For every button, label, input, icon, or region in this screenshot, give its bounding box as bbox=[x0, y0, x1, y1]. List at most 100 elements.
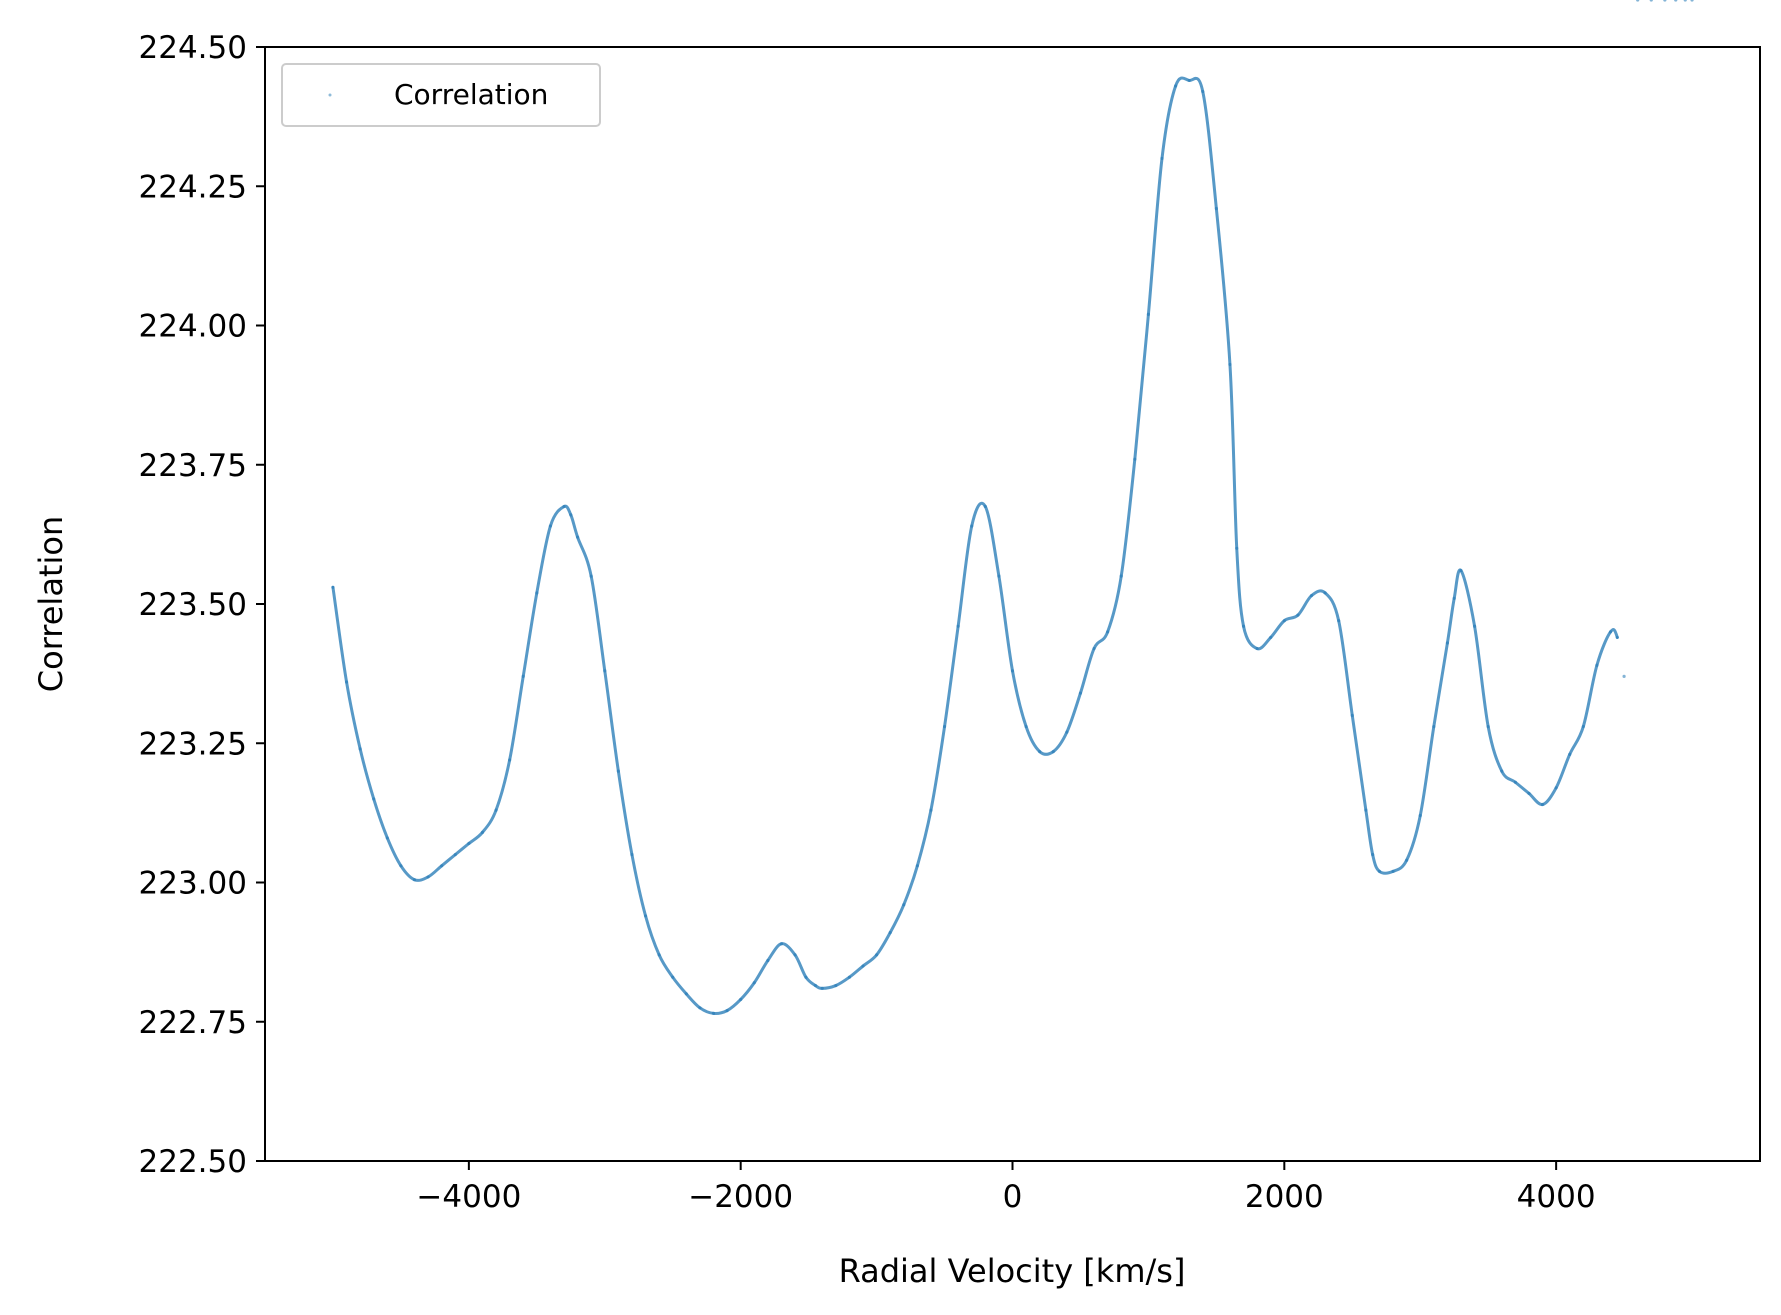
correlation-data-point bbox=[1486, 724, 1490, 729]
y-tick-label: 222.50 bbox=[139, 1144, 247, 1180]
legend-marker bbox=[328, 93, 332, 97]
correlation-data-point bbox=[1500, 769, 1504, 773]
correlation-data-point bbox=[1337, 619, 1341, 623]
correlation-data-point bbox=[1636, 0, 1640, 2]
correlation-data-point bbox=[521, 674, 525, 679]
correlation-data-point bbox=[372, 797, 376, 801]
correlation-data-point bbox=[1452, 596, 1456, 601]
correlation-data-point bbox=[1065, 730, 1069, 734]
x-axis-label: Radial Velocity [km/s] bbox=[839, 1252, 1186, 1290]
correlation-data-point bbox=[1228, 362, 1232, 367]
correlation-data-point bbox=[643, 914, 648, 918]
legend-label: Correlation bbox=[394, 78, 548, 111]
correlation-data-point bbox=[915, 864, 919, 868]
correlation-data-point bbox=[603, 669, 607, 673]
correlation-data-point bbox=[1622, 674, 1626, 679]
correlation-data-point bbox=[1146, 312, 1151, 316]
correlation-data-point bbox=[1201, 89, 1205, 94]
correlation-data-point bbox=[1235, 546, 1239, 550]
correlation-data-point bbox=[752, 981, 756, 985]
correlation-data-point bbox=[331, 585, 335, 589]
correlation-data-point bbox=[1418, 814, 1422, 818]
correlation-data-point bbox=[1323, 591, 1327, 595]
correlation-data-point bbox=[956, 624, 960, 628]
correlation-data-point bbox=[1024, 724, 1028, 729]
correlation-data-point bbox=[1051, 750, 1055, 754]
correlation-data-point bbox=[834, 983, 838, 988]
x-tick-label: 0 bbox=[1003, 1179, 1023, 1215]
correlation-data-point bbox=[1160, 156, 1164, 160]
correlation-data-point bbox=[1214, 206, 1218, 211]
correlation-data-point bbox=[358, 747, 362, 751]
correlation-data-point bbox=[813, 983, 818, 988]
y-tick-label: 223.50 bbox=[139, 587, 247, 623]
correlation-data-point bbox=[847, 975, 852, 979]
correlation-data-point bbox=[1513, 780, 1517, 784]
correlation-data-point bbox=[344, 680, 349, 684]
correlation-data-point bbox=[1649, 0, 1653, 2]
correlation-data-point bbox=[1527, 791, 1531, 795]
correlation-data-point bbox=[1568, 752, 1572, 756]
correlation-data-point bbox=[535, 591, 539, 595]
correlation-data-point bbox=[1581, 724, 1585, 729]
correlation-data-point bbox=[1364, 808, 1368, 812]
correlation-data-point bbox=[1106, 630, 1110, 634]
correlation-data-point bbox=[779, 942, 784, 946]
correlation-data-point bbox=[494, 808, 498, 812]
correlation-data-point bbox=[983, 504, 987, 509]
correlation-data-point bbox=[562, 504, 566, 509]
correlation-data-point bbox=[804, 975, 808, 979]
correlation-data-point bbox=[684, 992, 688, 996]
correlation-data-point bbox=[1459, 568, 1463, 573]
correlation-data-point bbox=[942, 724, 947, 729]
y-tick-label: 223.00 bbox=[139, 866, 247, 902]
correlation-data-point bbox=[766, 958, 770, 963]
ticks-layer: −4000 −2000 0 2000 4000 222.50 222.75 223.00 223… bbox=[139, 30, 1596, 1215]
legend-box bbox=[281, 63, 601, 127]
correlation-data-point bbox=[1674, 0, 1678, 2]
correlation-data-point bbox=[698, 1006, 702, 1010]
y-tick-label: 224.00 bbox=[139, 309, 247, 345]
correlation-data-point bbox=[902, 903, 906, 907]
legend: Correlation bbox=[281, 63, 601, 127]
correlation-data-point bbox=[1595, 663, 1599, 667]
x-tick-label: −4000 bbox=[416, 1179, 521, 1215]
correlation-data-point bbox=[1038, 750, 1042, 754]
correlation-data-point bbox=[1282, 619, 1286, 623]
correlation-data-point bbox=[1187, 78, 1191, 83]
correlation-data-point bbox=[793, 953, 797, 957]
correlation-data-point bbox=[575, 535, 580, 539]
correlation-data-point bbox=[399, 864, 403, 868]
correlation-data-point bbox=[480, 830, 485, 834]
correlation-data-point bbox=[1133, 457, 1137, 461]
correlation-data-point bbox=[1078, 691, 1083, 695]
correlation-data-point bbox=[412, 878, 417, 882]
correlation-data-point bbox=[1010, 669, 1015, 673]
correlation-data-point bbox=[970, 524, 974, 528]
correlation-data-point bbox=[671, 975, 675, 979]
correlation-data-point bbox=[1432, 724, 1436, 729]
correlation-data-point bbox=[385, 836, 389, 840]
y-axis-label: Correlation bbox=[32, 516, 70, 692]
x-tick-label: −2000 bbox=[688, 1179, 793, 1215]
correlation-data-point bbox=[874, 953, 879, 957]
correlation-data-point bbox=[1377, 869, 1382, 873]
correlation-data-point bbox=[1255, 646, 1259, 651]
correlation-data-point bbox=[820, 986, 824, 990]
correlation-data-point bbox=[1663, 0, 1667, 2]
correlation-data-point bbox=[548, 524, 553, 528]
correlation-data-point bbox=[1608, 630, 1613, 634]
y-tick-label: 222.75 bbox=[139, 1005, 247, 1041]
correlation-data-point bbox=[929, 808, 933, 812]
data-layer bbox=[331, 0, 1694, 1016]
correlation-data-point bbox=[1405, 858, 1409, 862]
correlation-data-point bbox=[1554, 786, 1558, 790]
correlation-data-point bbox=[1472, 624, 1477, 628]
correlation-data-point bbox=[1683, 0, 1687, 2]
correlation-data-point bbox=[1092, 646, 1096, 651]
correlation-data-point bbox=[1615, 635, 1619, 640]
correlation-data-point bbox=[1371, 853, 1375, 857]
correlation-data-point bbox=[1391, 869, 1395, 873]
correlation-data-point bbox=[739, 997, 743, 1002]
